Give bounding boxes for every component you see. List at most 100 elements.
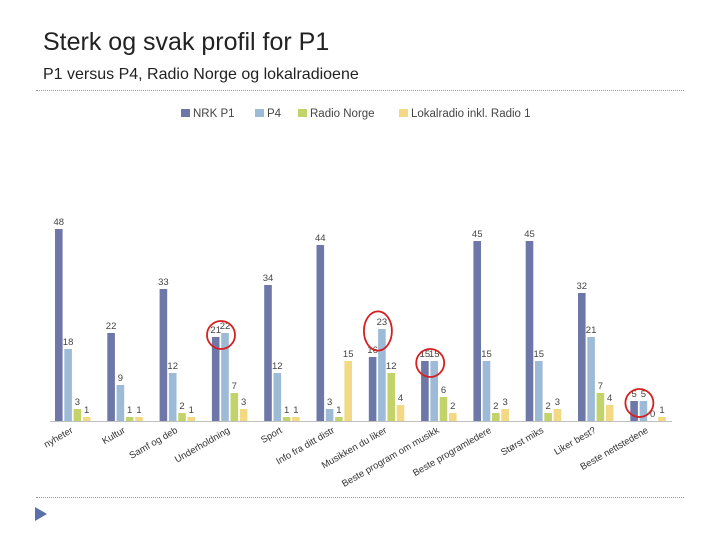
data-label: 15 — [534, 349, 545, 360]
bar — [292, 417, 300, 421]
data-label: 1 — [284, 405, 289, 416]
data-label: 18 — [63, 337, 74, 348]
bar — [501, 409, 509, 421]
legend-label: Lokalradio inkl. Radio 1 — [411, 108, 531, 120]
data-label: 6 — [441, 385, 446, 396]
bar — [107, 333, 115, 421]
legend-swatch — [399, 109, 408, 117]
bar — [82, 417, 91, 421]
data-label: 1 — [189, 405, 194, 416]
bar — [159, 289, 168, 421]
category-label: Beste program om musikk — [340, 425, 441, 490]
bar — [135, 417, 143, 421]
bar — [449, 413, 457, 421]
data-label: 1 — [336, 405, 341, 416]
highlight-circle — [362, 310, 393, 352]
bar — [482, 361, 491, 421]
data-label: 3 — [327, 397, 332, 408]
bar — [525, 241, 534, 421]
bar — [639, 401, 648, 421]
bar — [396, 405, 405, 421]
data-label: 5 — [631, 389, 636, 400]
legend-label: Radio Norge — [310, 108, 375, 120]
slide-bullet-arrow-icon — [35, 507, 47, 521]
top-divider — [36, 90, 684, 91]
category-label: Liker best? — [552, 425, 598, 458]
data-label: 22 — [220, 321, 231, 332]
data-label: 4 — [398, 393, 403, 404]
bar — [587, 337, 595, 421]
data-label: 22 — [106, 321, 117, 332]
data-label: 0 — [650, 409, 655, 420]
highlight-circle — [624, 388, 655, 418]
data-label: 2 — [179, 401, 184, 412]
data-label: 3 — [502, 397, 507, 408]
data-label: 21 — [210, 325, 221, 336]
bar — [73, 409, 82, 421]
data-label: 23 — [377, 317, 388, 328]
bar — [421, 361, 429, 421]
data-label: 1 — [127, 405, 132, 416]
data-label: 33 — [158, 277, 169, 288]
category-label: Underholdning — [173, 425, 232, 465]
data-label: 15 — [481, 349, 492, 360]
bar — [125, 417, 134, 421]
legend-swatch — [298, 109, 307, 117]
bar — [264, 285, 272, 421]
bar — [239, 409, 248, 421]
bar — [116, 385, 125, 421]
slide-subtitle: P1 versus P4, Radio Norge og lokalradioe… — [43, 66, 359, 83]
bar — [473, 241, 481, 421]
data-label: 3 — [75, 397, 80, 408]
bar — [168, 373, 177, 421]
data-label: 34 — [263, 273, 274, 284]
data-label: 12 — [272, 361, 283, 372]
data-label: 7 — [232, 381, 237, 392]
bar — [492, 413, 500, 421]
data-label: 5 — [641, 389, 646, 400]
data-label: 9 — [118, 373, 123, 384]
data-label: 44 — [315, 233, 326, 244]
bar — [387, 373, 395, 421]
data-label: 12 — [386, 361, 397, 372]
category-label: Samf og deb — [128, 425, 180, 461]
data-label: 12 — [167, 361, 178, 372]
bar — [211, 337, 220, 421]
bar — [658, 417, 666, 421]
bar — [344, 361, 352, 421]
data-label: 21 — [586, 325, 597, 336]
slide-title: Sterk og svak profil for P1 — [43, 28, 330, 56]
data-label: 4 — [607, 393, 612, 404]
data-label: 45 — [472, 229, 483, 240]
data-label: 1 — [84, 405, 89, 416]
data-label: 2 — [450, 401, 455, 412]
category-label: Kultur — [100, 425, 127, 447]
data-label: 1 — [659, 405, 664, 416]
bar — [187, 417, 196, 421]
legend-swatch — [255, 109, 264, 117]
bar — [273, 373, 282, 421]
bar — [335, 417, 343, 421]
legend-swatch — [181, 109, 190, 117]
data-label: 16 — [367, 345, 378, 356]
data-label: 45 — [524, 229, 535, 240]
data-label: 7 — [598, 381, 603, 392]
bar — [178, 413, 186, 421]
legend-label: P4 — [267, 108, 282, 120]
highlight-circle — [415, 348, 446, 378]
bar — [282, 417, 291, 421]
data-label: 32 — [577, 281, 588, 292]
bar — [64, 349, 72, 421]
highlight-circle — [206, 320, 236, 350]
bar — [630, 401, 638, 421]
bar — [596, 393, 605, 421]
bar — [368, 357, 377, 421]
bar — [378, 329, 386, 421]
data-label: 1 — [136, 405, 141, 416]
category-label: Størst miks — [499, 425, 546, 458]
data-label: 3 — [241, 397, 246, 408]
bar — [55, 229, 63, 421]
bar — [553, 409, 562, 421]
bar — [439, 397, 448, 421]
